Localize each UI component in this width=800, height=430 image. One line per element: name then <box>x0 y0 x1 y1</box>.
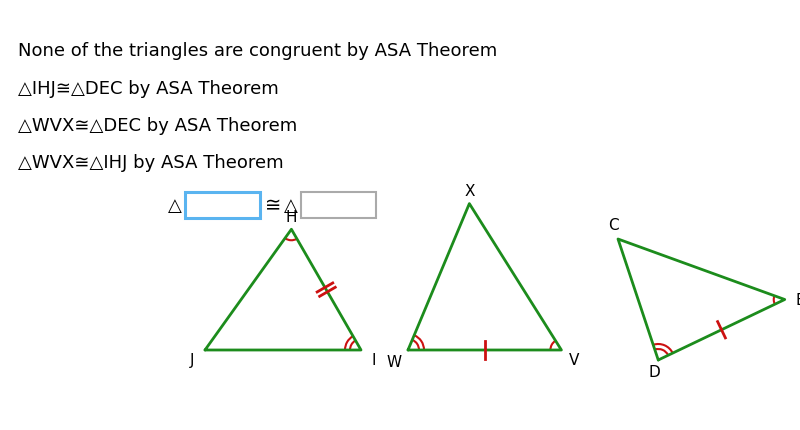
Text: △: △ <box>284 197 298 215</box>
Text: J: J <box>190 353 194 368</box>
Text: None of the triangles are congruent by ASA Theorem: None of the triangles are congruent by A… <box>18 42 498 60</box>
Text: ≅: ≅ <box>265 196 281 215</box>
Text: V: V <box>570 353 579 368</box>
Text: E: E <box>796 292 800 307</box>
FancyBboxPatch shape <box>185 193 260 218</box>
Text: △WVX≅△DEC by ASA Theorem: △WVX≅△DEC by ASA Theorem <box>18 117 298 135</box>
Text: W: W <box>386 355 402 370</box>
Text: △: △ <box>168 197 182 215</box>
Text: C: C <box>608 218 618 233</box>
Text: I: I <box>372 353 376 368</box>
Text: △WVX≅△IHJ by ASA Theorem: △WVX≅△IHJ by ASA Theorem <box>18 154 284 172</box>
Text: △IHJ≅△DEC by ASA Theorem: △IHJ≅△DEC by ASA Theorem <box>18 80 278 98</box>
FancyBboxPatch shape <box>301 193 376 218</box>
Text: H: H <box>286 209 297 224</box>
Text: D: D <box>648 365 660 380</box>
Text: X: X <box>464 184 474 199</box>
